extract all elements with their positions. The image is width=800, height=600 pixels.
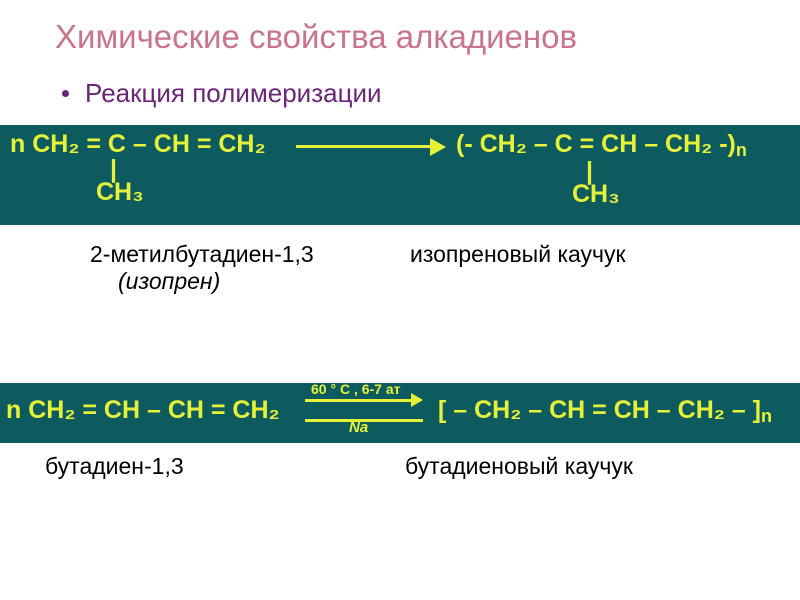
product-1-line1: (- CH₂ – C = CH – CH₂ -)n [456,131,747,161]
reactant-2-label: бутадиен-1,3 [45,453,405,480]
reaction-2-strip: n CH₂ = CH – CH = CH₂ 60 ° C , 6-7 ат Na… [0,383,800,443]
reaction-1-labels: 2-метилбутадиен-1,3 (изопрен) изопреновы… [0,225,800,295]
reactant-1-label: 2-метилбутадиен-1,3 (изопрен) [90,241,410,295]
product-2-label: бутадиеновый каучук [405,453,633,480]
arrow-icon [296,141,446,153]
arrow-under-text: Na [349,419,368,436]
reaction-1-strip: n CH₂ = C – CH = CH₂ | CH₃ (- CH₂ – C = … [0,125,800,225]
reactant-1-line2: CH₃ [10,179,266,207]
reactant-1-line1: n CH₂ = C – CH = CH₂ [10,131,266,159]
bullet-icon [62,90,69,97]
product-1-label: изопреновый каучук [410,241,626,295]
reactant-2: n CH₂ = CH – CH = CH₂ [6,397,280,425]
product-1-line2: CH₃ [456,181,747,209]
product-1-bond: | [456,161,747,181]
slide-title: Химические свойства алкадиенов [0,0,800,56]
slide-subtitle: Реакция полимеризации [0,56,800,109]
reactant-1-bond: | [10,159,266,179]
reaction-2-labels: бутадиен-1,3 бутадиеновый каучук [0,443,800,480]
subtitle-text: Реакция полимеризации [85,78,382,108]
equilibrium-arrow-icon [305,389,425,417]
product-2: [ – CH₂ – CH = CH – CH₂ – ]n [438,397,772,427]
